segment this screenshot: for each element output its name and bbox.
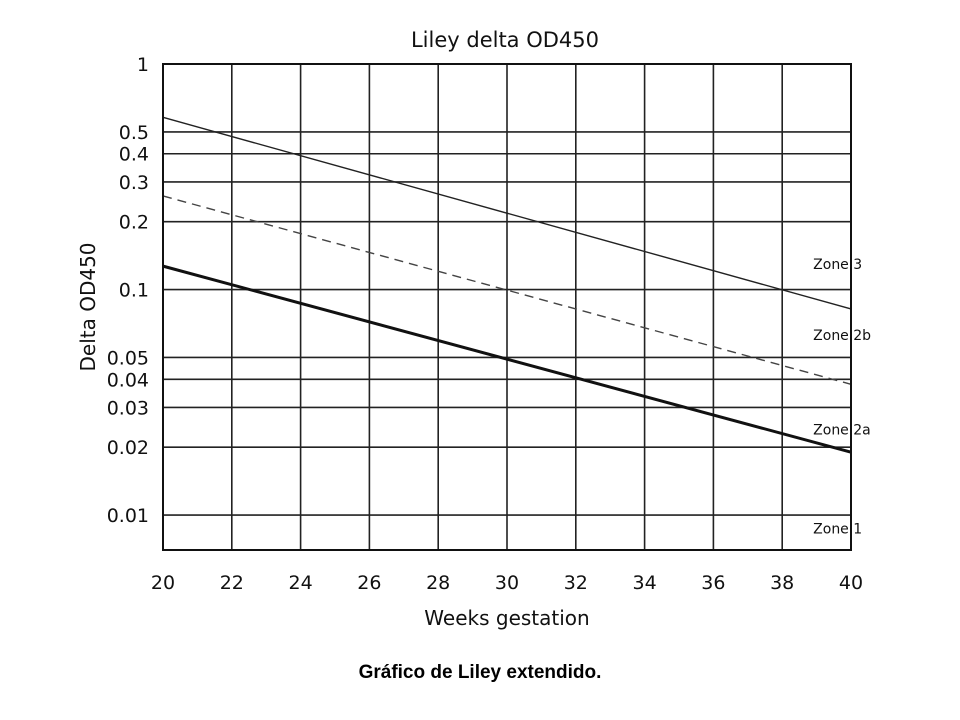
- x-tick-label: 22: [220, 572, 244, 594]
- series-line-3: [162, 264, 852, 454]
- x-tick-label: 26: [357, 572, 381, 594]
- zone-label: Zone 1: [813, 522, 862, 538]
- y-tick-label: 1: [137, 54, 149, 76]
- x-tick-label: 28: [426, 572, 450, 594]
- y-tick-label: 0.2: [119, 212, 149, 234]
- y-tick-label: 0.02: [107, 437, 149, 459]
- x-tick-label: 40: [839, 572, 863, 594]
- y-tick-label: 0.04: [107, 369, 149, 391]
- y-tick-label: 0.1: [119, 280, 149, 302]
- x-tick-label: 34: [633, 572, 657, 594]
- x-tick-label: 32: [564, 572, 588, 594]
- y-tick-label: 0.05: [107, 347, 149, 369]
- y-tick-label: 0.5: [119, 122, 149, 144]
- grid: [162, 63, 852, 550]
- x-tick-label: 30: [495, 572, 519, 594]
- x-tick-label: 36: [701, 572, 725, 594]
- liley-chart: Liley delta OD450 10.50.40.30.20.10.050.…: [76, 28, 871, 630]
- zone-label: Zone 3: [813, 257, 862, 273]
- y-tick-label: 0.3: [119, 172, 149, 194]
- y-tick-labels: 1 0.50.4 0.3 0.2 0.1 0.050.04 0.03 0.02 0.01: [107, 54, 149, 527]
- y-axis-label: Delta OD450: [76, 242, 100, 371]
- figure-caption: Gráfico de Liley extendido.: [358, 662, 602, 683]
- x-tick-labels: 20 22 24 26 28 30 32 34 36 38 40: [151, 572, 863, 594]
- x-tick-label: 38: [770, 572, 794, 594]
- chart-title: Liley delta OD450: [411, 28, 599, 52]
- y-tick-label: 0.4: [119, 144, 149, 166]
- series-line-1: [162, 116, 852, 310]
- y-tick-label: 0.03: [107, 397, 149, 419]
- x-axis-label: Weeks gestation: [424, 606, 589, 630]
- plot-frame: [162, 63, 852, 551]
- x-tick-label: 24: [289, 572, 313, 594]
- zone-label: Zone 2b: [813, 328, 871, 344]
- x-tick-label: 20: [151, 572, 175, 594]
- series-lines: [162, 116, 852, 454]
- y-tick-label: 0.01: [107, 505, 149, 527]
- zone-labels: Zone 3 Zone 2b Zone 2a Zone 1: [813, 257, 871, 538]
- zone-label: Zone 2a: [813, 422, 871, 438]
